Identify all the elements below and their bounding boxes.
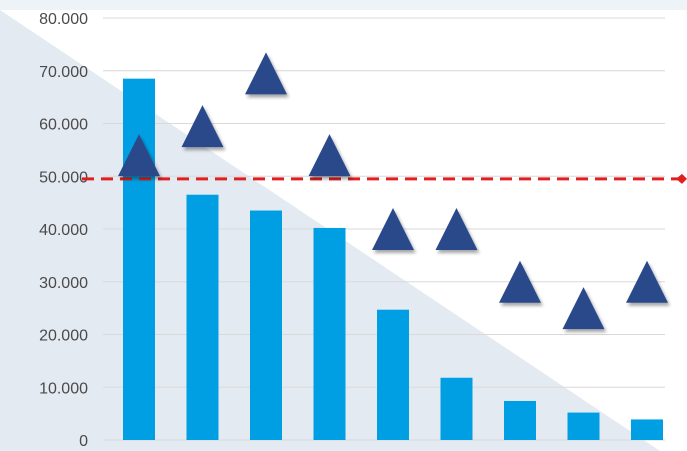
bar xyxy=(313,227,346,440)
bar xyxy=(377,309,409,440)
y-tick-label: 10.000 xyxy=(39,380,88,397)
bar xyxy=(250,210,282,440)
y-tick-label: 40.000 xyxy=(39,222,88,239)
y-tick-label: 0 xyxy=(79,433,88,450)
bar xyxy=(631,419,663,440)
triangle-marker xyxy=(245,52,287,95)
reference-line-group xyxy=(82,173,687,184)
triangle-markers xyxy=(118,52,668,330)
bar xyxy=(567,412,600,440)
bar xyxy=(186,194,219,440)
triangle-marker xyxy=(499,260,541,303)
bar-series xyxy=(123,78,663,440)
bar xyxy=(440,377,473,440)
y-tick-label: 30.000 xyxy=(39,275,88,292)
header-band xyxy=(0,0,687,10)
y-tick-label: 50.000 xyxy=(39,169,88,186)
triangle-marker xyxy=(181,105,224,148)
reference-line-end-marker xyxy=(676,173,687,184)
y-tick-label: 60.000 xyxy=(39,117,88,134)
y-axis-labels: 0 10.000 20.000 30.000 40.000 50.000 60.000 70.… xyxy=(39,11,88,450)
y-tick-label: 20.000 xyxy=(39,328,88,345)
triangle-marker xyxy=(435,208,478,250)
y-tick-label: 70.000 xyxy=(39,64,88,81)
y-tick-label: 80.000 xyxy=(39,11,88,28)
bar xyxy=(123,78,155,440)
bar xyxy=(504,400,536,440)
triangle-marker xyxy=(308,134,351,177)
triangle-marker xyxy=(372,208,414,250)
triangle-marker xyxy=(562,287,605,330)
triangle-marker xyxy=(626,260,668,303)
triangle-marker xyxy=(118,134,160,177)
